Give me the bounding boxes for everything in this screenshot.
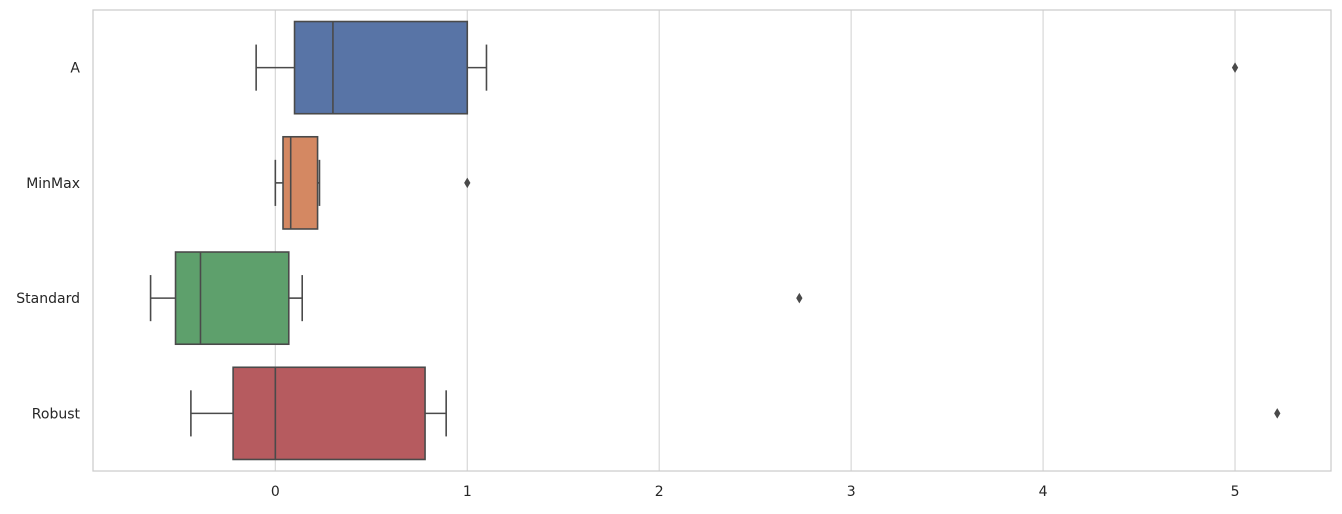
frame-layer — [92, 9, 1332, 472]
outlier-point — [464, 177, 471, 189]
y-category-label: Standard — [16, 291, 80, 307]
box-group — [274, 135, 471, 230]
outlier-point — [796, 292, 803, 304]
y-category-label: Robust — [32, 406, 81, 422]
iqr-box — [282, 135, 319, 230]
plot-frame — [92, 9, 1332, 472]
box-group — [190, 366, 1281, 461]
box-layer — [149, 20, 1281, 461]
x-tick-label: 3 — [847, 484, 856, 500]
x-tick-label: 5 — [1231, 484, 1240, 500]
box-group — [149, 251, 803, 346]
outlier-point — [1231, 62, 1239, 73]
label-layer: 0 1 2 3 4 5 A MinMax Standard Robust — [16, 61, 1239, 500]
outlier-point — [1274, 408, 1281, 419]
x-tick-label: 1 — [463, 484, 472, 500]
x-tick-label: 0 — [271, 484, 280, 500]
y-category-label: MinMax — [26, 176, 80, 192]
box-group — [255, 20, 1239, 115]
x-tick-label: 2 — [655, 484, 664, 500]
iqr-box — [293, 20, 469, 115]
iqr-box — [174, 251, 290, 346]
iqr-box — [232, 366, 426, 461]
y-category-label: A — [70, 61, 80, 77]
x-tick-label: 4 — [1039, 484, 1048, 500]
